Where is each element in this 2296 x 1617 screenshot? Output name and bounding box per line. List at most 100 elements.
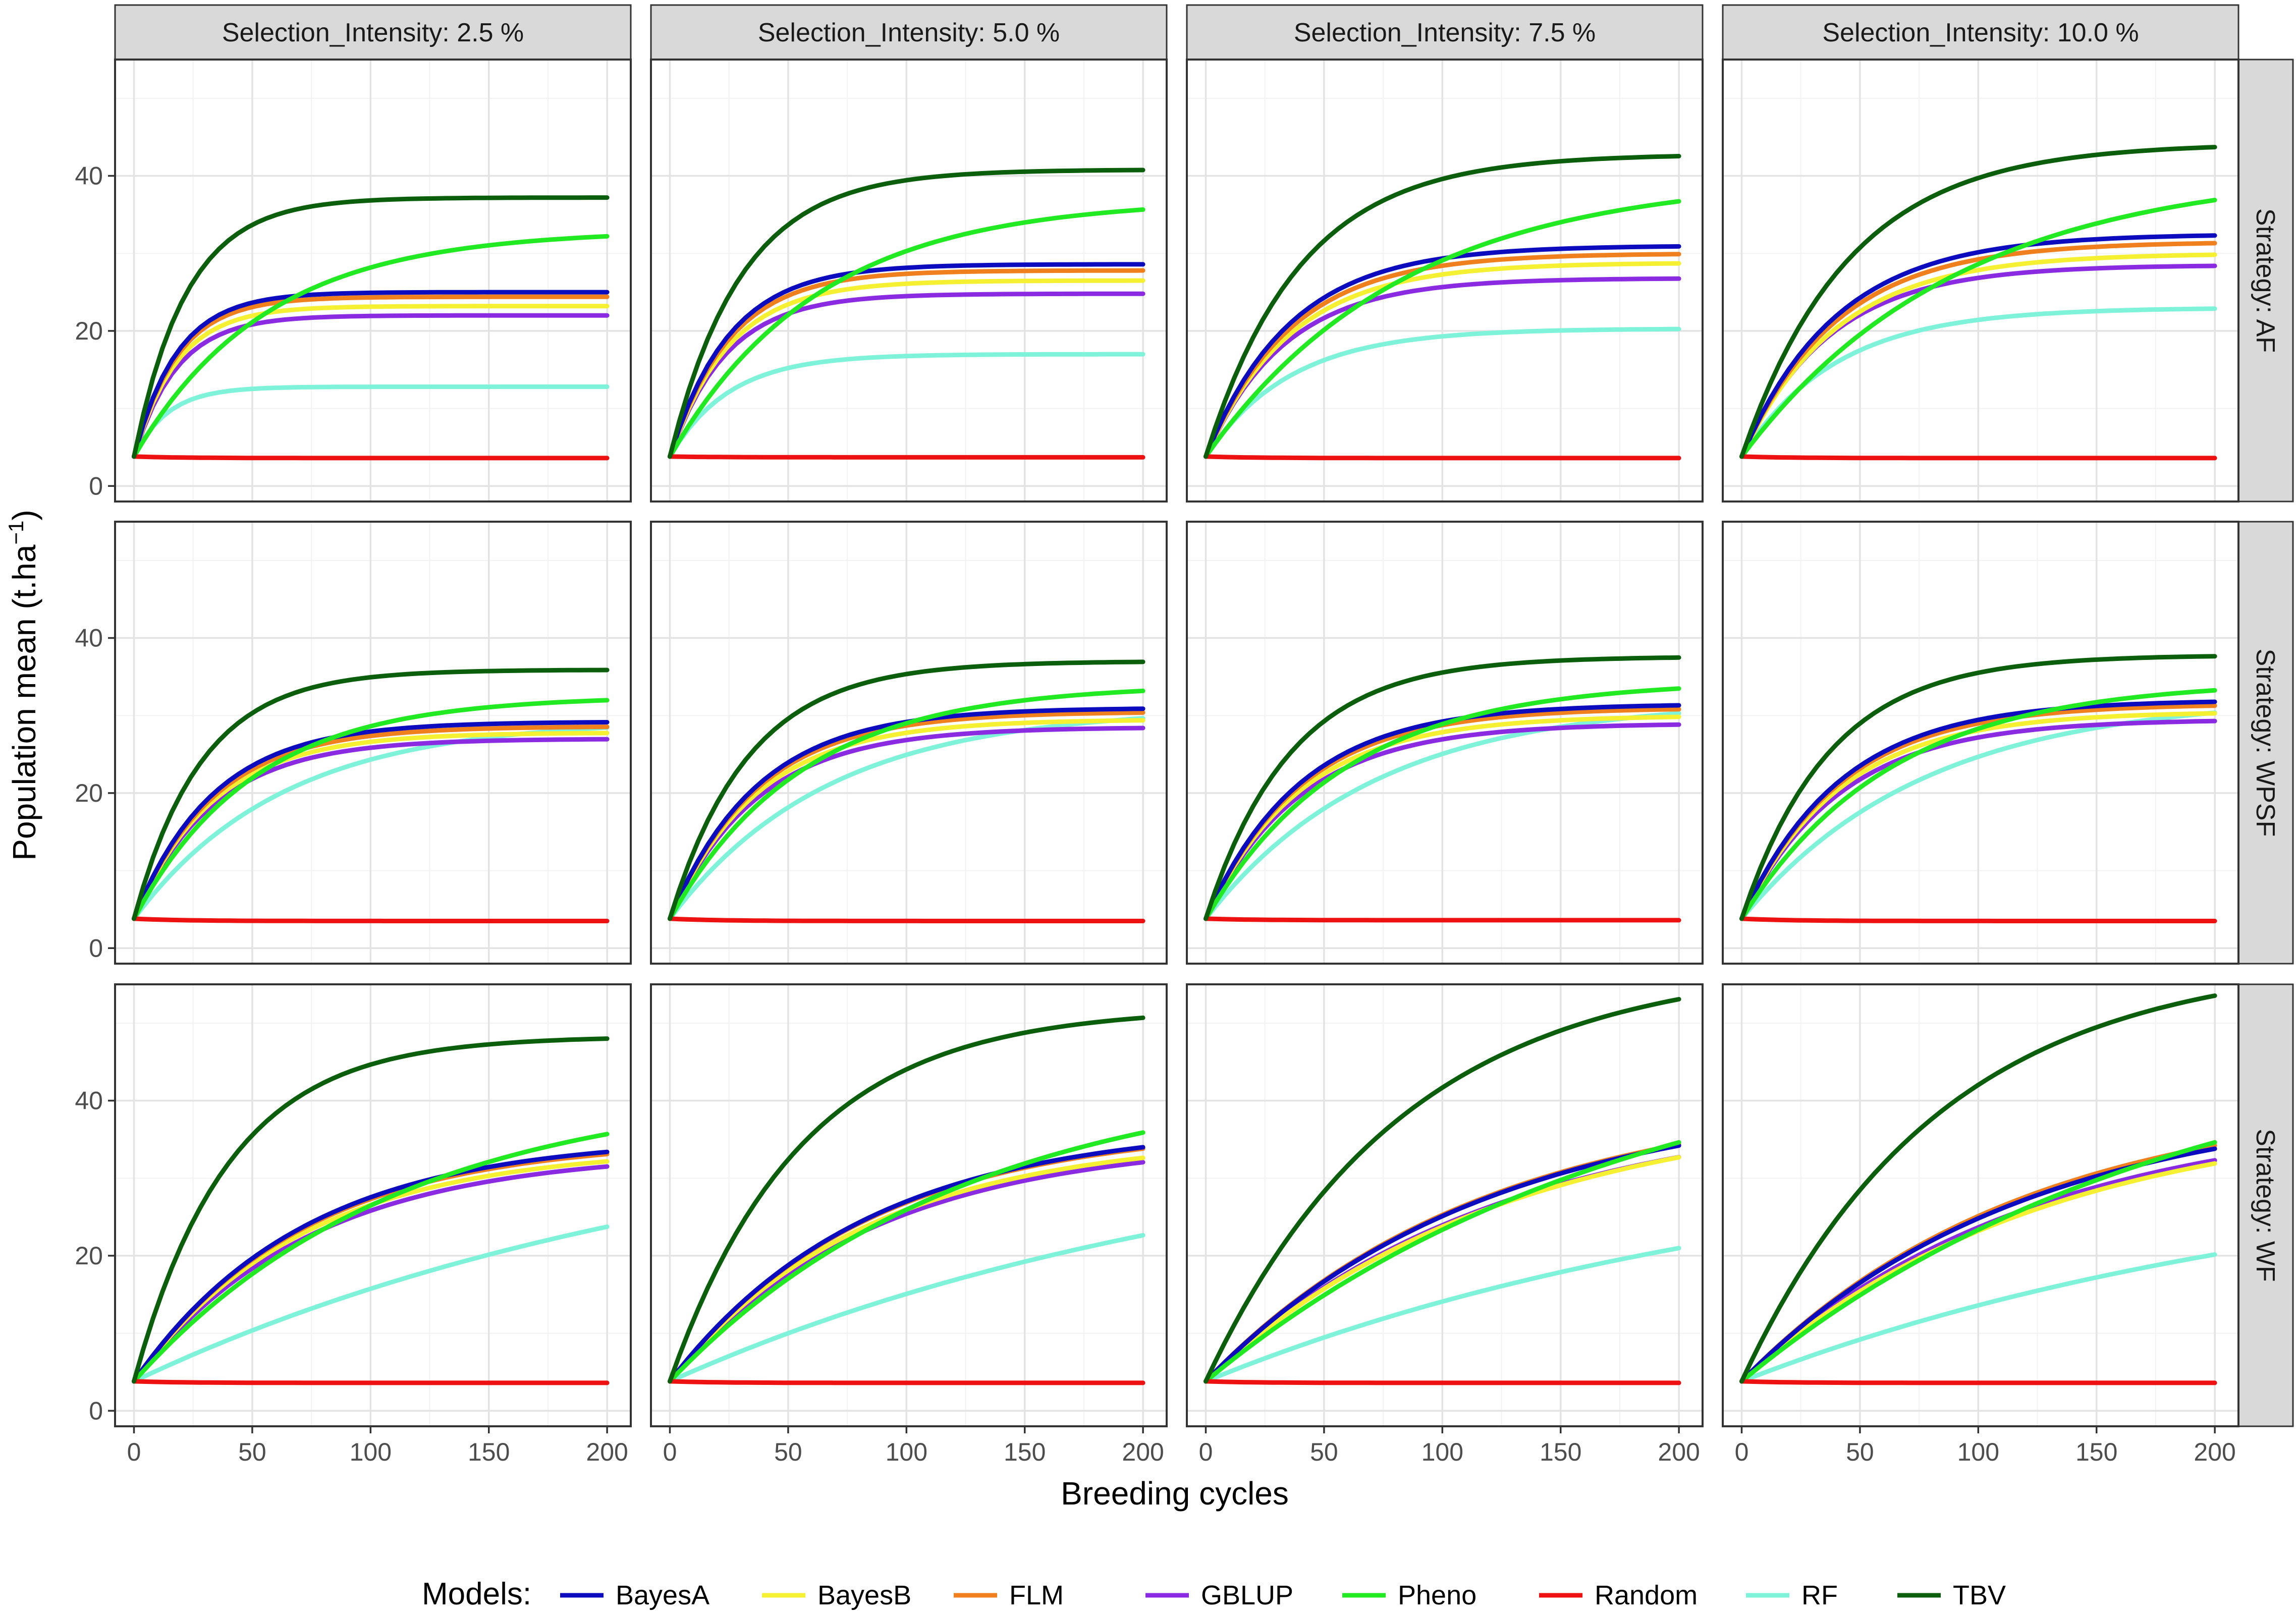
x-tick-label: 200 (1658, 1438, 1700, 1466)
series-line-bayesa (1739, 233, 2217, 459)
y-tick-label: 20 (75, 779, 103, 807)
series-line-random (1204, 916, 1681, 923)
legend-label: RF (1801, 1580, 1838, 1610)
series-line-pheno (668, 688, 1145, 921)
series-line-random (1739, 1379, 2217, 1385)
facet-panel (1186, 521, 1704, 965)
x-tick-label: 0 (127, 1438, 141, 1466)
series-line-bayesb (1204, 714, 1681, 921)
series-line-gblup (1204, 276, 1681, 459)
panel-border (650, 59, 1168, 503)
series-line-pheno (668, 1130, 1145, 1384)
series-line-tbv (132, 667, 610, 921)
legend-label: BayesA (616, 1580, 709, 1610)
panel-background (1723, 984, 2238, 1426)
series-line-bayesa (1204, 1143, 1681, 1384)
series-line-tbv (668, 168, 1145, 459)
panel-background (651, 522, 1167, 964)
x-tick-label: 50 (1846, 1438, 1874, 1466)
series-line-pheno (132, 1132, 610, 1384)
series-line-gblup (132, 313, 610, 459)
series-line-gblup (132, 737, 610, 921)
series-line-random (132, 454, 610, 461)
column-strip-label: Selection_Intensity: 7.5 % (1294, 18, 1596, 47)
panel-background (1723, 522, 2238, 964)
series-line-tbv (1204, 997, 1681, 1384)
series-line-rf (1204, 1246, 1681, 1384)
series-line-flm (1739, 241, 2217, 459)
x-tick-label: 100 (886, 1438, 927, 1466)
series-line-tbv (1204, 154, 1681, 459)
y-tick-label: 0 (89, 934, 103, 962)
series-line-rf (132, 1224, 610, 1384)
series-line-pheno (1739, 198, 2217, 459)
panel-border (1722, 521, 2239, 965)
series-line-tbv (132, 1036, 610, 1384)
facet-panel: 0 20 40 (75, 59, 632, 503)
series-line-rf (1204, 711, 1681, 921)
series-line-tbv (132, 195, 610, 459)
series-line-pheno (1204, 199, 1681, 459)
series-line-bayesb (668, 718, 1145, 921)
y-axis-title-superscript: −1 (4, 521, 28, 545)
facet-panel: 0 50 100 150 200 0 20 40 (75, 983, 632, 1466)
series-line-flm (668, 268, 1145, 459)
series-line-tbv (668, 1015, 1145, 1384)
x-tick-label: 200 (2194, 1438, 2235, 1466)
series-line-rf (1739, 1252, 2217, 1384)
x-tick-label: 50 (774, 1438, 802, 1466)
panel-background (1187, 522, 1703, 964)
y-tick-label: 0 (89, 1397, 103, 1425)
x-axis-title: Breeding cycles (1061, 1475, 1289, 1512)
panel-border (1722, 59, 2239, 503)
x-tick-label: 150 (468, 1438, 510, 1466)
facet-panel (1722, 521, 2239, 965)
series-line-bayesa (668, 262, 1145, 459)
series-line-rf (132, 384, 610, 459)
series-line-random (668, 454, 1145, 460)
x-tick-label: 200 (1122, 1438, 1164, 1466)
panel-background (1187, 984, 1703, 1426)
series-line-bayesa (668, 1145, 1145, 1384)
x-tick-label: 0 (663, 1438, 677, 1466)
y-tick-label: 0 (89, 472, 103, 500)
panel-border (1186, 983, 1704, 1427)
facet-panel: 0 50 100 150 200 (650, 983, 1168, 1466)
x-tick-label: 150 (2075, 1438, 2117, 1466)
legend-label: TBV (1953, 1580, 2006, 1610)
series-line-tbv (1739, 993, 2217, 1384)
x-tick-label: 200 (586, 1438, 628, 1466)
column-strip-background (1722, 4, 2239, 61)
series-line-bayesa (1739, 699, 2217, 921)
series-line-random (1739, 454, 2217, 461)
panel-border (114, 983, 632, 1427)
facet-panel: 0 50 100 150 200 (1722, 983, 2239, 1466)
y-tick-label: 40 (75, 624, 103, 652)
panel-border (114, 59, 632, 503)
x-tick-label: 100 (1422, 1438, 1463, 1466)
panel-background (1723, 60, 2238, 501)
panel-background (115, 60, 631, 501)
x-tick-label: 100 (1957, 1438, 1999, 1466)
row-strip-label: Strategy: WF (2251, 1129, 2280, 1281)
series-line-tbv (1739, 145, 2217, 459)
series-line-tbv (1739, 654, 2217, 921)
column-strip-background (114, 4, 632, 61)
facet-panel (650, 521, 1168, 965)
y-axis-title-main: Population mean (t.ha (6, 544, 42, 861)
series-line-rf (668, 716, 1145, 921)
panel-border (1186, 59, 1704, 503)
facet-panel: 0 50 100 150 200 (1186, 983, 1704, 1466)
series-line-gblup (1204, 722, 1681, 921)
series-line-rf (1204, 326, 1681, 459)
series-line-bayesb (1739, 252, 2217, 459)
series-line-random (1204, 454, 1681, 461)
series-line-flm (1204, 252, 1681, 459)
facet-panels: Selection_Intensity: 2.5 % Selection_Inte… (75, 4, 2294, 1466)
row-strip-background (2237, 983, 2294, 1427)
series-line-pheno (1204, 1140, 1681, 1384)
x-tick-label: 150 (1004, 1438, 1046, 1466)
series-line-tbv (1204, 655, 1681, 921)
y-tick-label: 40 (75, 162, 103, 190)
